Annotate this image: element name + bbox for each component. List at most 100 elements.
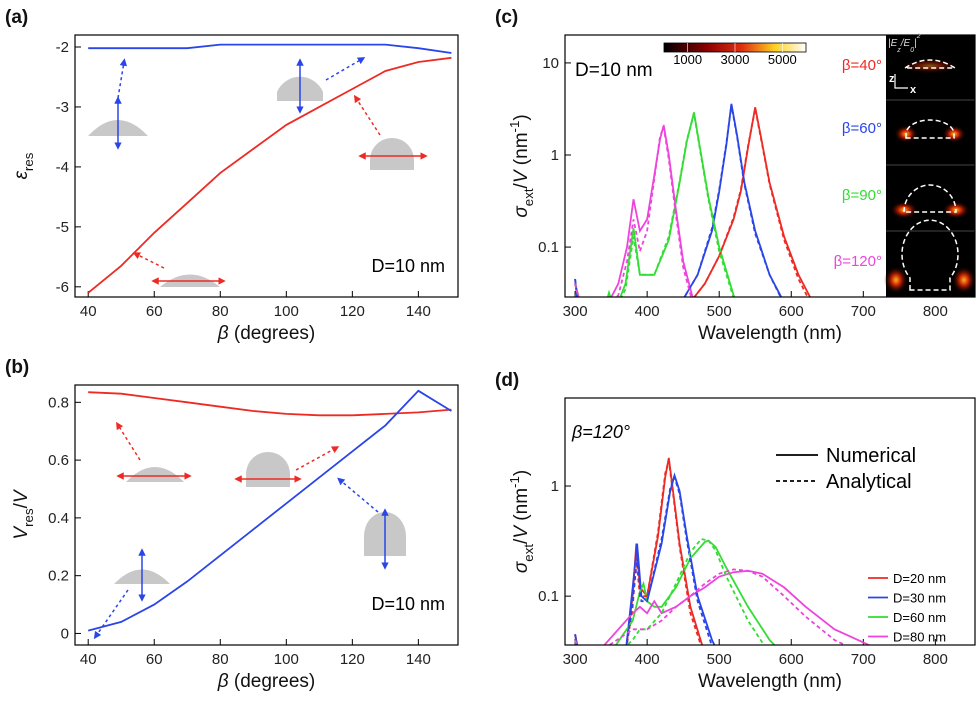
colorbar-title-part: 0 — [910, 47, 914, 54]
inset-axis-label: z — [889, 73, 895, 85]
x-axis-label-part: Wavelength (nm) — [698, 671, 842, 692]
x-tick-label: 80 — [212, 303, 229, 320]
analytical-curve — [574, 104, 782, 297]
y-axis-label-part: res — [21, 508, 36, 527]
y-tick-label: 0.4 — [48, 510, 69, 527]
series-label: β=120° — [834, 253, 882, 270]
curve — [87, 389, 452, 632]
y-tick-label: 1 — [551, 478, 559, 495]
plot-area — [574, 457, 871, 645]
panel: (d) 300 400 500 600 700 800 0.1 1 Wavelength (nm)… — [495, 370, 976, 692]
panel: (b) 40 60 80 100 120 140 0 0.2 0.4 0.6 0.8 β (degree… — [5, 357, 459, 692]
colorbar-tick-label: 5000 — [768, 52, 797, 67]
curve — [88, 43, 452, 54]
x-axis-label: β (degrees) — [217, 671, 315, 692]
legend-style-label: Numerical — [826, 445, 916, 467]
curve — [87, 56, 452, 294]
x-axis-label: Wavelength (nm) — [698, 671, 842, 692]
x-tick-label: 400 — [635, 651, 660, 668]
x-tick-label: 120 — [340, 651, 365, 668]
x-tick-label: 600 — [779, 651, 804, 668]
y-tick-label: 10 — [542, 55, 559, 72]
y-axis-label-part: / — [511, 182, 532, 188]
y-tick-label: 1 — [551, 147, 559, 164]
analytical-curve — [574, 123, 693, 297]
x-tick-label: 60 — [146, 303, 163, 320]
y-tick-label: 0.2 — [48, 568, 69, 585]
axes-frame — [564, 34, 976, 298]
legend-label: D=80 nm — [893, 630, 946, 645]
x-tick-label: 500 — [707, 651, 732, 668]
colorbar-title: |Ez/E0|2 — [888, 33, 921, 54]
y-tick-label: 0 — [61, 625, 69, 642]
y-axis-label-part: V — [511, 524, 532, 539]
x-tick-label: 800 — [923, 651, 948, 668]
axes-frame — [564, 397, 976, 646]
y-axis-label-part: (nm — [511, 488, 532, 526]
x-tick-label: 40 — [80, 651, 97, 668]
x-tick-label: 80 — [212, 651, 229, 668]
panel-label: (a) — [5, 7, 28, 28]
y-axis-label: σext/V (nm-1) — [507, 470, 536, 573]
y-axis-label: Vres/V — [11, 488, 36, 539]
x-tick-label: 400 — [635, 303, 660, 320]
panel-label: (d) — [495, 370, 519, 391]
analytical-curve — [574, 538, 765, 645]
curve — [574, 103, 783, 297]
y-axis-label-part: (nm — [511, 132, 532, 170]
y-axis-label-part: -1 — [507, 476, 522, 488]
y-axis-label-part: / — [11, 502, 32, 508]
y-tick-label: 0.1 — [538, 588, 559, 605]
curve — [574, 569, 871, 645]
plot-area — [87, 43, 452, 294]
panel-label: (b) — [5, 357, 29, 378]
series-label: β=90° — [842, 187, 882, 204]
x-axis-label: β (degrees) — [217, 323, 315, 344]
x-tick-label: 800 — [923, 303, 948, 320]
x-tick-label: 300 — [563, 303, 588, 320]
y-axis-label-part: σ — [511, 560, 532, 573]
plot-area — [87, 389, 452, 632]
plot-area — [574, 103, 812, 297]
annotation: D=10 nm — [371, 256, 445, 276]
series-label: β=40° — [842, 57, 882, 74]
x-tick-label: 700 — [851, 303, 876, 320]
y-tick-label: -2 — [56, 39, 69, 56]
colorbar-title-part: 2 — [916, 33, 921, 40]
colorbar-tick-label: 1000 — [673, 52, 702, 67]
y-axis-label-part: / — [511, 538, 532, 544]
colorbar-title-part: |E — [888, 38, 898, 49]
panel: (c) 300 400 500 600 700 800 0.1 1 10 Wavelength (n… — [495, 7, 976, 344]
x-axis-label-part: Wavelength (nm) — [698, 323, 842, 344]
curve — [574, 472, 716, 645]
x-tick-label: 300 — [563, 651, 588, 668]
y-axis-label-part: ext — [521, 188, 536, 206]
x-tick-label: 120 — [340, 303, 365, 320]
annotation: D=10 nm — [371, 594, 445, 614]
axes-frame — [74, 384, 459, 646]
y-axis-label-part: ε — [11, 170, 32, 179]
y-tick-label: -5 — [56, 219, 69, 236]
x-axis-label-part: β — [217, 671, 229, 692]
legend-label: D=60 nm — [893, 610, 946, 625]
y-axis-label-part: res — [21, 152, 36, 171]
analytical-curve — [574, 113, 735, 297]
y-axis-label: σext/V (nm-1) — [507, 114, 536, 217]
y-tick-label: 0.8 — [48, 394, 69, 411]
y-axis-label-part: V — [11, 488, 32, 503]
colorbar-title-part: z — [896, 47, 901, 54]
analytical-curve — [574, 568, 848, 645]
annotation: D=10 nm — [575, 60, 653, 81]
x-tick-label: 100 — [274, 651, 299, 668]
axes-frame — [74, 34, 459, 298]
inset-axis-label: x — [910, 84, 917, 96]
y-axis-label: εres — [11, 152, 36, 179]
x-axis-label-part: (degrees) — [229, 671, 316, 692]
x-tick-label: 600 — [779, 303, 804, 320]
x-axis-label: Wavelength (nm) — [698, 323, 842, 344]
y-tick-label: 0.1 — [538, 239, 559, 256]
panel-label: (c) — [495, 7, 518, 28]
x-axis-label-part: (degrees) — [229, 323, 316, 344]
x-tick-label: 60 — [146, 651, 163, 668]
